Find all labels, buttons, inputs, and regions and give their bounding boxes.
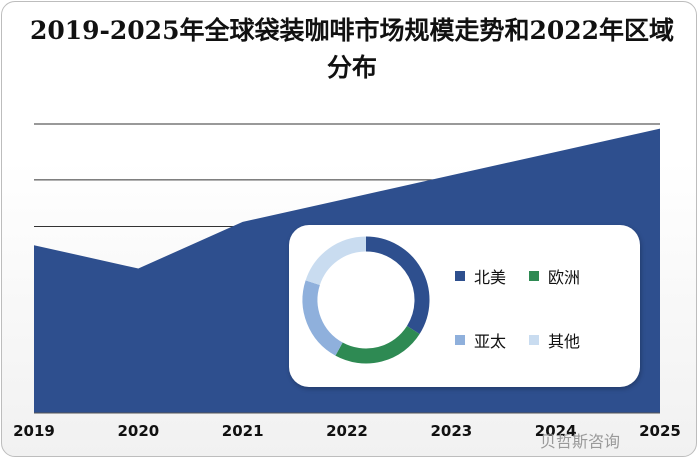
watermark: 贝哲斯咨询: [540, 432, 621, 451]
legend-swatch: [529, 335, 539, 345]
x-tick-label: 2025: [639, 422, 681, 440]
donut-slice-0: [365, 236, 430, 335]
donut-slice-2: [302, 280, 343, 356]
x-tick-label: 2022: [326, 422, 368, 440]
region-donut-chart: [302, 236, 430, 364]
legend-label: 其他: [548, 332, 581, 351]
legend-swatch: [455, 335, 465, 345]
legend-swatch: [455, 271, 465, 281]
legend-item: 欧洲: [529, 264, 580, 288]
legend-item: 北美: [455, 264, 506, 288]
donut-slice-1: [335, 325, 420, 364]
x-tick-label: 2020: [117, 422, 160, 440]
region-donut-panel: 北美 欧洲亚太 其他: [289, 225, 640, 387]
legend-label: 北美: [474, 268, 507, 287]
legend-label: 亚太: [474, 332, 507, 351]
legend-swatch: [529, 271, 539, 281]
x-tick-label: 2021: [221, 422, 264, 440]
chart-title: 2019-2025年全球袋装咖啡市场规模走势和2022年区域分布: [29, 16, 675, 82]
x-tick-label: 2023: [430, 422, 473, 440]
legend-item: 亚太: [455, 328, 506, 352]
legend-item: 其他: [529, 328, 580, 352]
x-tick-label: 2024: [534, 422, 577, 440]
x-tick-label: 2019: [13, 422, 55, 440]
donut-slice-3: [305, 236, 367, 286]
legend-label: 欧洲: [548, 268, 581, 287]
